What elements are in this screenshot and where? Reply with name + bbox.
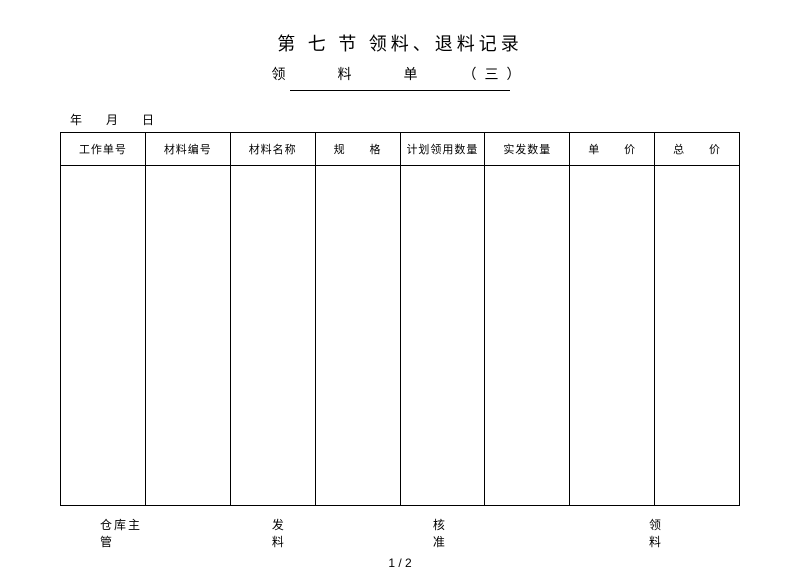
- cell-planned-qty: [400, 166, 485, 506]
- cell-spec: [315, 166, 400, 506]
- page-number: 1 / 2: [60, 556, 740, 570]
- col-total-price: 总 价: [655, 133, 740, 166]
- material-form-table: 工作单号 材料编号 材料名称 规 格 计划领用数量 实发数量 单 价 总 价: [60, 132, 740, 506]
- col-planned-qty: 计划领用数量: [400, 133, 485, 166]
- document-page: 第 七 节 领料、退料记录 领 料 单 （三） 年 月 日 工作单号 材料编号 …: [0, 0, 800, 570]
- col-material-code: 材料编号: [145, 133, 230, 166]
- sig-issuer: 发 料: [272, 516, 333, 550]
- sig-approver: 核 准: [433, 516, 494, 550]
- table-header-row: 工作单号 材料编号 材料名称 规 格 计划领用数量 实发数量 单 价 总 价: [61, 133, 740, 166]
- table-body-row: [61, 166, 740, 506]
- cell-work-order: [61, 166, 146, 506]
- col-work-order: 工作单号: [61, 133, 146, 166]
- sig-warehouse-manager: 仓库主管: [100, 516, 152, 550]
- cell-total-price: [655, 166, 740, 506]
- page-subtitle: 领 料 单 （三）: [60, 64, 740, 84]
- col-spec: 规 格: [315, 133, 400, 166]
- signature-row: 仓库主管 发 料 核 准 领 料: [60, 516, 740, 550]
- col-material-name: 材料名称: [230, 133, 315, 166]
- page-title: 第 七 节 领料、退料记录: [60, 30, 740, 56]
- cell-actual-qty: [485, 166, 570, 506]
- cell-unit-price: [570, 166, 655, 506]
- sig-receiver: 领 料: [649, 516, 710, 550]
- col-actual-qty: 实发数量: [485, 133, 570, 166]
- cell-material-code: [145, 166, 230, 506]
- cell-material-name: [230, 166, 315, 506]
- col-unit-price: 单 价: [570, 133, 655, 166]
- subtitle-underline: [290, 90, 510, 91]
- date-line: 年 月 日: [70, 111, 740, 128]
